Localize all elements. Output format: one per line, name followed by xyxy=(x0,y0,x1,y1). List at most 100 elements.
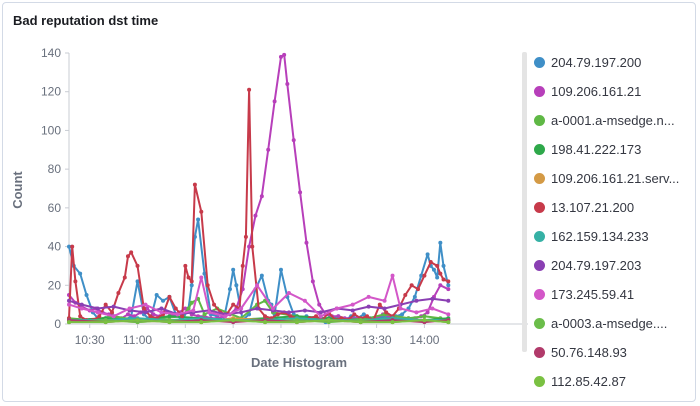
legend-item[interactable]: 13.107.21.200 xyxy=(534,193,694,222)
data-point[interactable] xyxy=(326,318,331,323)
data-point[interactable] xyxy=(78,314,83,319)
data-point[interactable] xyxy=(446,298,451,303)
data-point[interactable] xyxy=(291,138,296,143)
data-point[interactable] xyxy=(263,314,268,319)
data-point[interactable] xyxy=(199,275,204,280)
data-point[interactable] xyxy=(234,283,239,288)
data-point[interactable] xyxy=(403,292,408,297)
data-point[interactable] xyxy=(207,310,212,315)
legend-scrollbar[interactable] xyxy=(522,52,527,352)
legend-item[interactable]: 50.76.148.93 xyxy=(534,338,694,367)
data-point[interactable] xyxy=(431,267,436,272)
data-point[interactable] xyxy=(263,320,268,325)
data-point[interactable] xyxy=(122,275,127,280)
data-point[interactable] xyxy=(67,244,71,249)
data-point[interactable] xyxy=(412,294,417,299)
data-point[interactable] xyxy=(202,312,207,317)
data-point[interactable] xyxy=(336,314,341,319)
data-point[interactable] xyxy=(384,310,389,315)
data-point[interactable] xyxy=(446,312,451,317)
data-point[interactable] xyxy=(253,213,258,218)
data-point[interactable] xyxy=(159,310,164,315)
data-point[interactable] xyxy=(317,302,322,307)
legend-item[interactable]: 204.79.197.203 xyxy=(534,251,694,280)
data-point[interactable] xyxy=(199,320,204,325)
data-point[interactable] xyxy=(173,306,178,311)
data-point[interactable] xyxy=(366,294,371,299)
data-point[interactable] xyxy=(135,263,140,268)
data-point[interactable] xyxy=(409,283,414,288)
data-point[interactable] xyxy=(196,217,201,222)
data-point[interactable] xyxy=(212,302,217,307)
data-point[interactable] xyxy=(78,271,83,276)
data-point[interactable] xyxy=(73,279,78,284)
data-point[interactable] xyxy=(239,310,244,315)
data-point[interactable] xyxy=(314,314,319,319)
data-point[interactable] xyxy=(278,54,283,59)
data-point[interactable] xyxy=(441,263,446,268)
data-point[interactable] xyxy=(127,306,132,311)
data-point[interactable] xyxy=(125,312,130,317)
data-point[interactable] xyxy=(129,250,134,255)
data-point[interactable] xyxy=(366,304,371,309)
data-point[interactable] xyxy=(318,310,323,315)
data-point[interactable] xyxy=(400,312,405,317)
data-point[interactable] xyxy=(422,273,427,278)
data-point[interactable] xyxy=(298,190,303,195)
legend-item[interactable]: a-0003.a-msedge.... xyxy=(534,309,694,338)
data-point[interactable] xyxy=(266,147,271,152)
data-point[interactable] xyxy=(189,279,194,284)
data-point[interactable] xyxy=(282,52,287,57)
data-point[interactable] xyxy=(135,318,140,323)
data-point[interactable] xyxy=(205,283,210,288)
data-point[interactable] xyxy=(435,263,440,268)
data-point[interactable] xyxy=(255,306,260,311)
data-point[interactable] xyxy=(243,234,248,239)
data-point[interactable] xyxy=(398,306,403,311)
legend-item[interactable]: 204.79.197.200 xyxy=(534,48,694,77)
data-point[interactable] xyxy=(294,320,299,325)
data-point[interactable] xyxy=(377,302,382,307)
data-point[interactable] xyxy=(223,314,228,319)
data-point[interactable] xyxy=(272,99,277,104)
data-point[interactable] xyxy=(116,291,121,296)
data-point[interactable] xyxy=(352,312,357,317)
data-point[interactable] xyxy=(414,298,419,303)
data-point[interactable] xyxy=(275,312,280,317)
legend-item[interactable]: a-0001.a-msedge.n... xyxy=(534,106,694,135)
legend-item[interactable]: 109.206.161.21.serv... xyxy=(534,164,694,193)
data-point[interactable] xyxy=(438,283,443,288)
data-point[interactable] xyxy=(382,306,387,311)
data-point[interactable] xyxy=(70,244,75,249)
data-point[interactable] xyxy=(110,310,115,315)
data-point[interactable] xyxy=(189,283,194,288)
data-point[interactable] xyxy=(350,302,355,307)
data-point[interactable] xyxy=(186,275,191,280)
data-point[interactable] xyxy=(183,306,188,311)
data-point[interactable] xyxy=(192,182,197,187)
data-point[interactable] xyxy=(175,312,180,317)
data-point[interactable] xyxy=(202,271,207,276)
data-point[interactable] xyxy=(438,271,443,276)
data-point[interactable] xyxy=(271,306,275,311)
data-point[interactable] xyxy=(67,320,71,325)
data-point[interactable] xyxy=(231,318,236,323)
data-point[interactable] xyxy=(79,306,84,311)
data-point[interactable] xyxy=(285,81,290,86)
data-point[interactable] xyxy=(286,291,291,296)
data-point[interactable] xyxy=(167,314,172,319)
data-point[interactable] xyxy=(132,314,137,319)
data-point[interactable] xyxy=(419,273,424,278)
data-point[interactable] xyxy=(430,296,435,301)
data-point[interactable] xyxy=(84,292,89,297)
data-point[interactable] xyxy=(302,298,307,303)
legend-item[interactable]: 162.159.134.233 xyxy=(534,222,694,251)
data-point[interactable] xyxy=(382,298,387,303)
data-point[interactable] xyxy=(154,292,159,297)
data-point[interactable] xyxy=(111,314,116,319)
data-point[interactable] xyxy=(199,209,204,214)
data-point[interactable] xyxy=(435,275,440,280)
data-point[interactable] xyxy=(318,314,323,319)
data-point[interactable] xyxy=(286,310,291,315)
data-point[interactable] xyxy=(159,306,164,311)
